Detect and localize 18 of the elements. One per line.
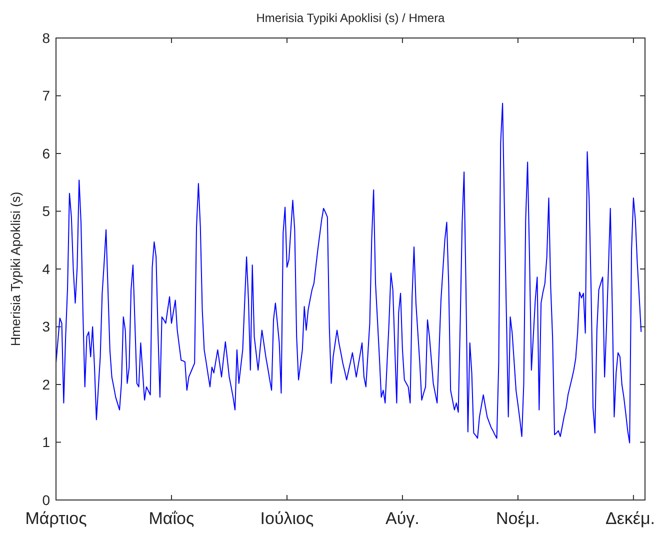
y-tick-label: 3	[42, 318, 50, 335]
x-tick-label: Μάρτιος	[25, 509, 87, 528]
line-series	[56, 102, 642, 444]
y-tick-label: 0	[42, 492, 50, 508]
y-tick-label: 6	[42, 145, 50, 162]
x-tick-label: Αύγ.	[386, 509, 420, 528]
x-tick-label: Δεκέμ.	[605, 509, 655, 528]
y-tick-label: 5	[42, 203, 50, 220]
x-tick-label: Ιούλιος	[260, 509, 314, 528]
y-tick-label: 8	[42, 30, 50, 46]
y-tick-label: 1	[42, 434, 50, 450]
x-tick-label: Μαΐος	[148, 509, 194, 528]
y-tick-label: 7	[42, 88, 50, 104]
chart-title: Hmerisia Typiki Apoklisi (s) / Hmera	[256, 11, 446, 25]
y-tick-label: 2	[42, 376, 50, 392]
y-tick-label: 4	[42, 260, 50, 277]
x-tick-label: Νοέμ.	[496, 509, 540, 528]
y-axis-title: Hmerisia Typiki Apoklisi (s)	[8, 192, 23, 346]
